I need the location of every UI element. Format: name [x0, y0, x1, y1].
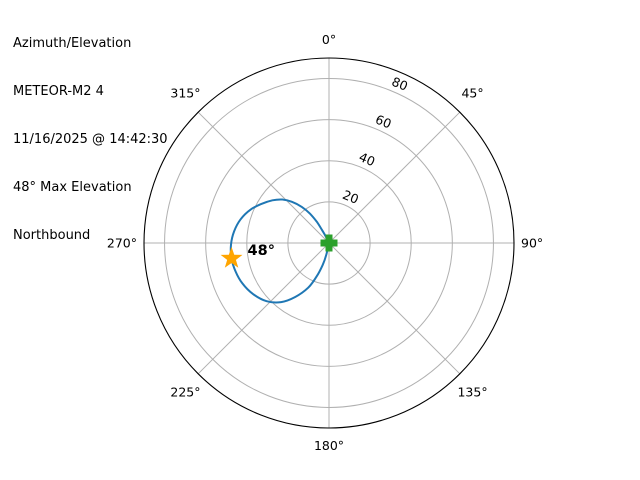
pass-info-panel: Azimuth/Elevation METEOR-M2 4 11/16/2025…: [13, 4, 168, 276]
azimuth-label-0: 0°: [322, 32, 336, 47]
azimuth-spoke-225: [197, 242, 330, 375]
elevation-ring-20: [287, 201, 371, 285]
max-elevation-marker: [220, 246, 243, 268]
satellite-name: METEOR-M2 4: [13, 84, 104, 99]
azimuth-label-135: 135°: [457, 385, 487, 400]
max-elevation-text: 48° Max Elevation: [13, 180, 132, 195]
satellite-pass-track: [229, 198, 330, 304]
azimuth-label-225: 225°: [170, 385, 200, 400]
azimuth-spoke-135: [328, 242, 461, 375]
pass-datetime: 11/16/2025 @ 14:42:30: [13, 132, 168, 147]
elevation-ring-80: [164, 78, 494, 408]
max-elevation-annotation: 48°: [248, 243, 275, 259]
elevation-ring-label-60: 60: [373, 112, 393, 132]
elevation-ring-label-40: 40: [357, 149, 377, 169]
elevation-ring-60: [205, 119, 453, 367]
elevation-ring-label-80: 80: [390, 74, 410, 94]
azimuth-spoke-45: [328, 111, 461, 244]
azimuth-label-270: 270°: [107, 236, 137, 251]
elevation-ring-label-20: 20: [340, 187, 360, 207]
azimuth-spoke-315: [197, 111, 330, 244]
elevation-ring-40: [246, 160, 412, 326]
azimuth-label-180: 180°: [314, 438, 344, 453]
pass-direction: Northbound: [13, 228, 91, 243]
azimuth-label-90: 90°: [521, 236, 543, 251]
pass-start-marker: [320, 234, 338, 252]
horizon-circle: [143, 57, 515, 429]
chart-title: Azimuth/Elevation: [13, 36, 132, 51]
azimuth-label-45: 45°: [461, 85, 483, 100]
azimuth-label-315: 315°: [170, 85, 200, 100]
